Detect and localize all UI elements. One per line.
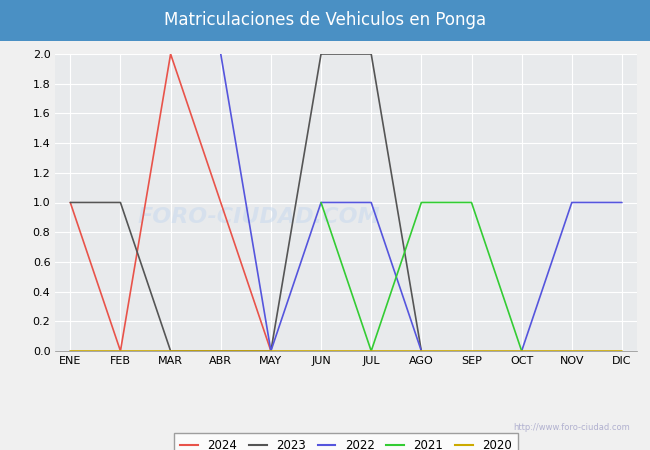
Text: FORO-CIUDAD.COM: FORO-CIUDAD.COM — [138, 207, 380, 227]
Text: Matriculaciones de Vehiculos en Ponga: Matriculaciones de Vehiculos en Ponga — [164, 11, 486, 29]
Legend: 2024, 2023, 2022, 2021, 2020: 2024, 2023, 2022, 2021, 2020 — [174, 433, 518, 450]
Text: http://www.foro-ciudad.com: http://www.foro-ciudad.com — [514, 423, 630, 432]
